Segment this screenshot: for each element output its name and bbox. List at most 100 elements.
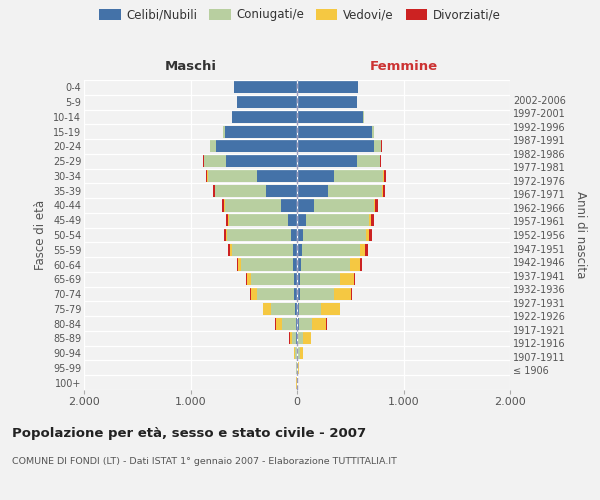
Bar — [291, 229, 297, 241]
Bar — [366, 229, 369, 241]
Bar — [215, 184, 266, 197]
Bar — [245, 273, 247, 285]
Bar — [383, 184, 385, 197]
Bar — [313, 318, 326, 330]
Bar — [222, 200, 224, 211]
Bar — [314, 200, 374, 211]
Bar — [237, 258, 238, 270]
Bar — [334, 288, 351, 300]
Bar — [281, 200, 297, 211]
Bar — [208, 170, 257, 182]
Bar — [303, 229, 366, 241]
Bar — [297, 258, 301, 270]
Legend: Celibi/Nubili, Coniugati/e, Vedovi/e, Divorziati/e: Celibi/Nubili, Coniugati/e, Vedovi/e, Di… — [99, 8, 501, 22]
Bar — [374, 140, 381, 152]
Bar — [297, 214, 306, 226]
Bar — [271, 303, 295, 315]
Bar — [224, 200, 281, 211]
Bar — [353, 273, 355, 285]
Text: COMUNE DI FONDI (LT) - Dati ISTAT 1° gennaio 2007 - Elaborazione TUTTITALIA.IT: COMUNE DI FONDI (LT) - Dati ISTAT 1° gen… — [12, 458, 397, 466]
Bar — [295, 288, 297, 300]
Bar — [297, 273, 301, 285]
Bar — [212, 184, 215, 197]
Text: Femmine: Femmine — [370, 60, 437, 72]
Bar — [301, 258, 350, 270]
Bar — [297, 155, 356, 167]
Bar — [251, 273, 294, 285]
Bar — [293, 244, 297, 256]
Bar — [334, 170, 383, 182]
Bar — [300, 288, 334, 300]
Bar — [294, 347, 295, 359]
Bar — [295, 303, 297, 315]
Text: Maschi: Maschi — [164, 60, 217, 72]
Bar — [297, 229, 303, 241]
Bar — [229, 214, 289, 226]
Bar — [230, 244, 232, 256]
Bar — [206, 170, 208, 182]
Bar — [297, 303, 299, 315]
Bar — [282, 318, 296, 330]
Bar — [374, 200, 375, 211]
Bar — [297, 82, 358, 94]
Bar — [298, 332, 303, 344]
Bar — [216, 140, 297, 152]
Text: Popolazione per età, sesso e stato civile - 2007: Popolazione per età, sesso e stato civil… — [12, 428, 366, 440]
Bar — [297, 318, 299, 330]
Y-axis label: Fasce di età: Fasce di età — [34, 200, 47, 270]
Bar — [298, 362, 299, 374]
Bar — [210, 140, 216, 152]
Bar — [205, 155, 226, 167]
Bar — [232, 111, 297, 123]
Bar — [224, 126, 297, 138]
Bar — [322, 303, 340, 315]
Bar — [226, 155, 297, 167]
Bar — [363, 111, 364, 123]
Bar — [356, 155, 380, 167]
Bar — [380, 155, 382, 167]
Bar — [383, 170, 386, 182]
Bar — [297, 288, 300, 300]
Bar — [297, 111, 363, 123]
Bar — [226, 214, 229, 226]
Bar — [369, 229, 372, 241]
Bar — [250, 288, 251, 300]
Bar — [251, 288, 257, 300]
Bar — [293, 258, 297, 270]
Bar — [247, 273, 251, 285]
Bar — [266, 184, 297, 197]
Bar — [371, 214, 374, 226]
Bar — [371, 126, 374, 138]
Bar — [299, 347, 303, 359]
Bar — [359, 258, 362, 270]
Bar — [289, 214, 297, 226]
Bar — [297, 332, 298, 344]
Bar — [257, 170, 297, 182]
Bar — [296, 318, 297, 330]
Bar — [375, 200, 378, 211]
Bar — [340, 273, 353, 285]
Bar — [228, 244, 230, 256]
Bar — [276, 318, 282, 330]
Bar — [365, 244, 368, 256]
Bar — [297, 140, 374, 152]
Bar — [234, 82, 297, 94]
Bar — [226, 229, 227, 241]
Bar — [232, 244, 293, 256]
Bar — [299, 303, 322, 315]
Bar — [295, 347, 296, 359]
Bar — [302, 244, 359, 256]
Bar — [350, 258, 359, 270]
Bar — [263, 303, 271, 315]
Bar — [294, 273, 297, 285]
Bar — [290, 332, 292, 344]
Bar — [238, 258, 241, 270]
Bar — [297, 170, 334, 182]
Bar — [297, 126, 371, 138]
Bar — [292, 332, 296, 344]
Y-axis label: Anni di nascita: Anni di nascita — [574, 192, 587, 278]
Bar — [351, 288, 352, 300]
Bar — [359, 244, 365, 256]
Bar — [303, 332, 311, 344]
Bar — [298, 347, 299, 359]
